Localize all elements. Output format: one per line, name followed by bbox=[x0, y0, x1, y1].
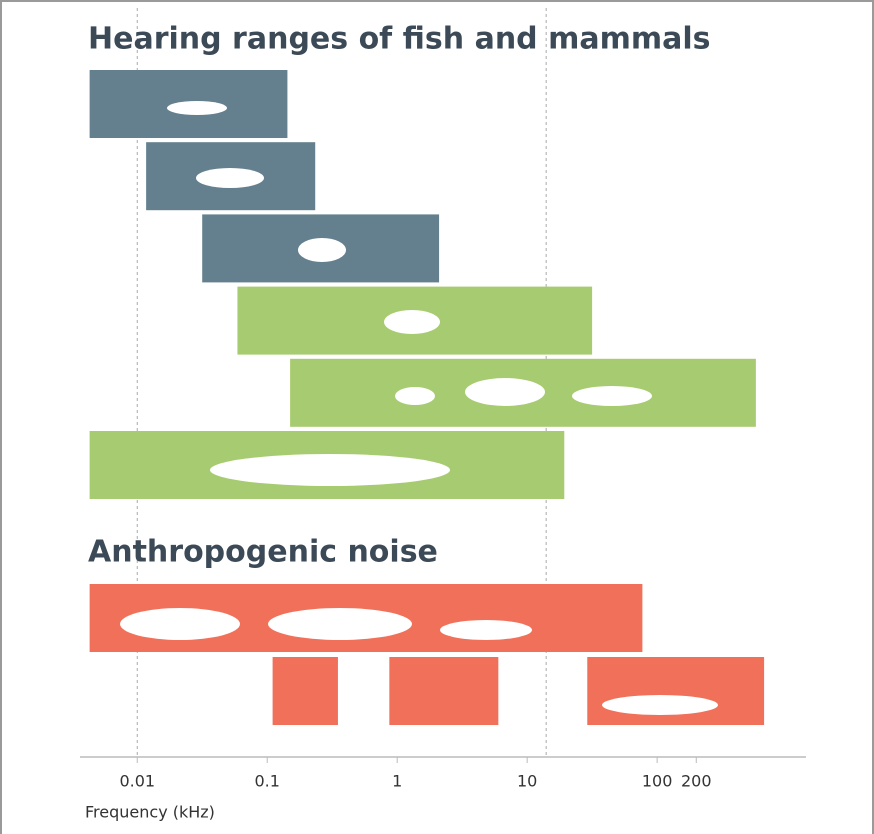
section-title: Anthropogenic noise bbox=[88, 535, 438, 570]
icon bbox=[120, 608, 240, 640]
icon bbox=[602, 695, 718, 715]
section-title: Hearing ranges of fish and mammals bbox=[88, 22, 711, 57]
icon bbox=[167, 101, 227, 115]
x-tick-label: 0.01 bbox=[119, 772, 155, 791]
x-tick-label: 200 bbox=[681, 772, 712, 791]
icon bbox=[384, 310, 440, 334]
icon bbox=[572, 386, 652, 406]
icon bbox=[298, 238, 346, 262]
icon bbox=[210, 454, 450, 486]
icon bbox=[465, 378, 545, 406]
range-bar bbox=[272, 657, 338, 725]
x-tick-label: 100 bbox=[642, 772, 673, 791]
range-bar bbox=[389, 657, 499, 725]
x-tick-label: 1 bbox=[392, 772, 402, 791]
range-bar bbox=[587, 657, 765, 725]
icon bbox=[268, 608, 412, 640]
icon bbox=[395, 387, 435, 405]
icon bbox=[440, 620, 532, 640]
x-tick-label: 0.1 bbox=[255, 772, 280, 791]
x-axis-title: Frequency (kHz) bbox=[85, 803, 215, 822]
icon bbox=[196, 168, 264, 188]
x-tick-label: 10 bbox=[517, 772, 537, 791]
